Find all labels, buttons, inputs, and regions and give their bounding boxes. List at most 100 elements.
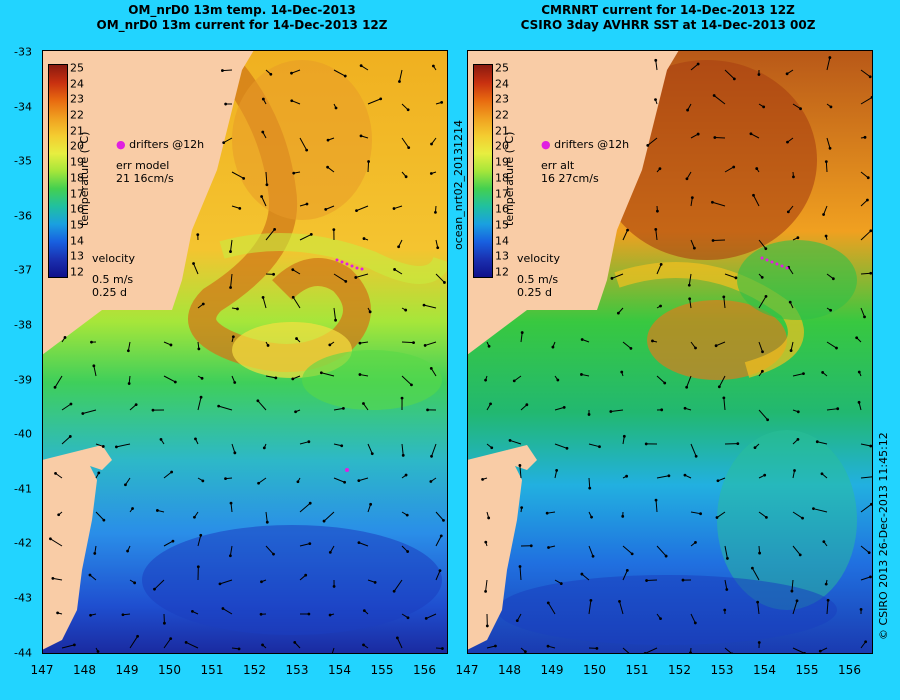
- y-tick-label: -33: [14, 45, 32, 59]
- left-drifter-track: [335, 258, 364, 472]
- current-arrow: [163, 375, 176, 383]
- current-arrow-head: [620, 370, 624, 374]
- current-arrow: [792, 600, 798, 615]
- current-arrow-head: [305, 202, 309, 206]
- colorbar-tick-label: 25: [70, 61, 84, 75]
- current-arrow-head: [201, 302, 205, 306]
- current-arrow: [154, 579, 165, 590]
- current-arrow: [644, 647, 658, 654]
- current-arrow: [218, 405, 233, 411]
- colorbar-tick-label: 13: [70, 249, 84, 263]
- current-arrow-head: [439, 534, 443, 538]
- current-arrow-head: [616, 311, 620, 315]
- current-arrow-head: [588, 486, 592, 490]
- current-arrow-head: [796, 437, 800, 441]
- current-arrow: [163, 540, 174, 547]
- right-title-line2: CSIRO 3day AVHRR SST at 14-Dec-2013 00Z: [520, 18, 816, 32]
- current-arrow-head: [410, 383, 413, 387]
- current-arrow-head: [92, 364, 96, 368]
- current-arrow: [93, 365, 97, 377]
- current-arrow-head: [51, 577, 55, 580]
- current-arrow: [61, 436, 71, 445]
- current-arrow: [792, 511, 803, 519]
- current-arrow-head: [654, 498, 658, 502]
- current-arrow-head: [322, 519, 326, 523]
- current-arrow: [826, 137, 831, 149]
- current-arrow-head: [732, 77, 736, 81]
- current-arrow: [860, 545, 870, 554]
- current-arrow-head: [354, 276, 358, 279]
- current-arrow-head: [170, 470, 174, 474]
- current-arrow-head: [326, 165, 330, 169]
- current-arrow-head: [260, 195, 263, 198]
- current-arrow-head: [96, 650, 100, 653]
- current-arrow-head: [587, 413, 591, 416]
- colorbar-tick-label: 12: [70, 265, 84, 279]
- current-arrow-head: [484, 590, 487, 593]
- current-arrow-head: [580, 572, 584, 576]
- current-arrow-head: [589, 598, 593, 602]
- current-arrow: [860, 272, 871, 275]
- current-arrow-head: [430, 454, 433, 458]
- current-arrow: [424, 341, 437, 346]
- current-arrow: [656, 264, 662, 275]
- x-tick-label: 149: [540, 663, 564, 677]
- current-arrow-head: [789, 349, 793, 352]
- y-tick-label: -34: [14, 100, 32, 114]
- current-arrow-head: [296, 480, 300, 484]
- current-arrow-head: [238, 206, 242, 210]
- current-arrow-head: [367, 160, 370, 163]
- right-drifters-label: drifters @12h: [554, 138, 630, 151]
- current-arrow-head: [127, 382, 131, 385]
- left-err-label: err model: [116, 159, 170, 172]
- current-arrow: [758, 409, 768, 421]
- current-arrow-head: [89, 613, 92, 617]
- current-arrow-head: [292, 171, 296, 175]
- current-arrow-head: [308, 501, 312, 505]
- current-arrow-head: [518, 565, 522, 568]
- current-arrow: [116, 443, 131, 448]
- current-arrow-head: [796, 410, 800, 414]
- current-arrow-head: [660, 408, 664, 412]
- current-arrow-head: [342, 406, 345, 410]
- current-arrow: [519, 566, 522, 581]
- current-arrow-head: [785, 72, 789, 76]
- x-tick-label: 147: [455, 663, 479, 677]
- current-arrow-head: [864, 640, 868, 644]
- current-arrow-head: [155, 509, 159, 512]
- current-arrow-head: [835, 346, 838, 350]
- current-arrow: [54, 375, 63, 388]
- x-tick-label: 150: [583, 663, 606, 677]
- copyright-footer: © CSIRO 2013 26-Dec-2013 11:45:12: [877, 432, 890, 640]
- current-arrow-head: [370, 452, 374, 456]
- current-arrow: [435, 535, 442, 547]
- current-arrow-head: [580, 373, 583, 376]
- current-arrow: [686, 375, 692, 388]
- current-arrow-head: [196, 565, 200, 569]
- current-arrow-head: [305, 148, 309, 152]
- current-arrow-head: [790, 589, 794, 593]
- current-arrow-head: [529, 544, 533, 548]
- current-arrow-head: [332, 585, 336, 588]
- current-arrow-head: [686, 108, 690, 112]
- current-arrow-head: [693, 621, 697, 625]
- current-arrow-head: [610, 276, 614, 280]
- current-arrow-head: [866, 198, 869, 202]
- current-arrow: [758, 239, 767, 249]
- current-arrow-head: [404, 473, 408, 477]
- current-arrow-head: [687, 283, 691, 287]
- y-tick-label: -43: [14, 591, 32, 605]
- current-arrow-head: [184, 640, 188, 644]
- right-velocity-scale: 0.5 m/s: [517, 273, 559, 286]
- current-arrow-head: [857, 400, 861, 404]
- current-arrow: [547, 602, 556, 615]
- current-arrow: [647, 137, 658, 146]
- right-map-panel: 25 24 23 22 21 20 19 18 17 16 15 14 13 12 temperature…: [467, 50, 873, 654]
- current-arrow-head: [490, 446, 494, 450]
- current-arrow-head: [151, 408, 155, 412]
- current-arrow-head: [196, 233, 200, 237]
- current-arrow: [401, 137, 410, 148]
- current-arrow-head: [63, 336, 67, 339]
- current-arrow-head: [169, 637, 173, 641]
- current-arrow-head: [114, 445, 118, 449]
